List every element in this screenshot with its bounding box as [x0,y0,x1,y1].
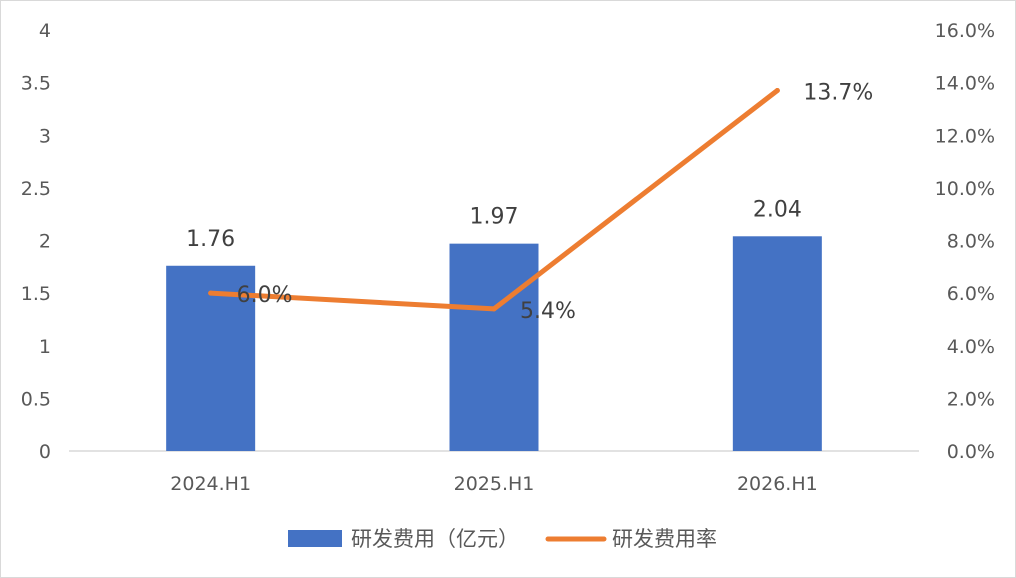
left-tick-label: 3 [39,125,51,147]
bar-label-2024.H1: 1.76 [186,227,235,252]
right-axis: 0.0% 2.0% 4.0% 6.0% 8.0% 10.0% 12.0% 14.0% 16.0% [935,20,995,463]
left-tick-label: 0.5 [21,388,51,410]
right-tick-label: 0.0% [947,441,995,463]
bar-2025.H1 [449,243,539,451]
category-label: 2024.H1 [170,473,251,495]
rate-label-2026.H1: 13.7% [803,81,873,106]
legend: 研发费用（亿元） 研发费用率 [288,527,717,551]
right-tick-label: 14.0% [935,73,995,95]
legend-swatch-bar [288,530,342,547]
rate-point-2026.H1 [774,88,780,94]
right-tick-label: 16.0% [935,20,995,42]
left-tick-label: 1 [39,336,51,358]
left-tick-label: 2 [39,231,51,253]
category-labels: 2024.H1 2025.H1 2026.H1 [170,473,817,495]
category-label: 2026.H1 [737,473,818,495]
bar-2026.H1 [732,236,822,451]
category-label: 2025.H1 [454,473,535,495]
right-tick-label: 8.0% [947,231,995,253]
legend-label-bar: 研发费用（亿元） [351,527,519,551]
rate-label-2024.H1: 6.0% [237,283,293,308]
rate-point-2024.H1 [208,290,214,296]
right-tick-label: 2.0% [947,388,995,410]
left-axis: 0 0.5 1 1.5 2 2.5 3 3.5 4 [21,20,51,463]
left-tick-label: 2.5 [21,178,51,200]
right-tick-label: 6.0% [947,283,995,305]
line-data-labels: 6.0% 5.4% 13.7% [237,81,874,324]
right-tick-label: 12.0% [935,125,995,147]
left-tick-label: 0 [39,441,51,463]
right-tick-label: 4.0% [947,336,995,358]
rate-label-2025.H1: 5.4% [520,299,576,324]
left-tick-label: 3.5 [21,73,51,95]
legend-label-line: 研发费用率 [612,527,717,551]
line-series [208,88,780,312]
right-tick-label: 10.0% [935,178,995,200]
bar-label-2025.H1: 1.97 [470,205,519,230]
bar-data-labels: 1.76 1.97 2.04 [186,197,802,251]
rate-point-2025.H1 [491,306,497,312]
left-tick-label: 4 [39,20,51,42]
bar-label-2026.H1: 2.04 [753,197,802,222]
bar-series [166,236,822,451]
left-tick-label: 1.5 [21,283,51,305]
